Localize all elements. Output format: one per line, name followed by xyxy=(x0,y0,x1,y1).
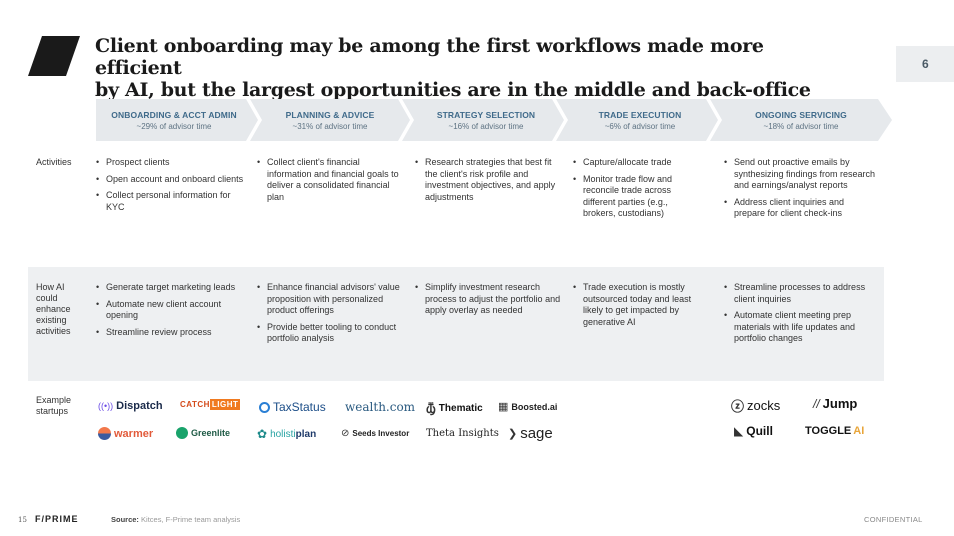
stage-planning: PLANNING & ADVICE ~31% of advisor time xyxy=(285,109,375,131)
activities-col-1: Prospect clientsOpen account and onboard… xyxy=(96,157,246,218)
chevron-stage-2 xyxy=(250,99,410,141)
startup-zocks: ⓩ zocks xyxy=(731,398,781,414)
startup-sage: ❯ sage xyxy=(508,425,553,442)
thematic-logo-icon: ⳃ xyxy=(426,402,436,416)
startup-greenlite: Greenlite xyxy=(176,427,230,439)
ai-col-4: Trade execution is mostly outsourced tod… xyxy=(573,282,708,333)
chevron-shapes xyxy=(96,99,892,141)
startup-seeds-investor: ⊘ Seeds Investor xyxy=(341,428,410,439)
activities-col-4: Capture/allocate tradeMonitor trade flow… xyxy=(573,157,698,225)
startup-dispatch: ((•)) Dispatch xyxy=(98,400,163,412)
jump-logo-icon: // xyxy=(813,396,820,411)
startup-boosted: ▦ Boosted.ai xyxy=(498,401,558,413)
startup-warmer: warmer xyxy=(98,427,153,440)
ai-col-3: Simplify investment research process to … xyxy=(415,282,565,322)
chevron-stage-3 xyxy=(402,99,564,141)
activities-col-2: Collect client's financial information a… xyxy=(257,157,402,208)
ai-col-1: Generate target marketing leadsAutomate … xyxy=(96,282,246,343)
parallelogram-logo-icon xyxy=(28,36,80,76)
signal-icon: ((•)) xyxy=(98,401,114,411)
footer-source: Source: Kitces, F-Prime team analysis xyxy=(111,515,241,524)
row-label-activities: Activities xyxy=(36,157,72,167)
zocks-logo-icon: ⓩ xyxy=(731,399,745,414)
holistiplan-logo-icon: ✿ xyxy=(257,427,268,441)
taxstatus-logo-icon xyxy=(259,401,270,413)
page-number-tab: 6 xyxy=(896,46,954,82)
footer-brand-logo: F/PRIME xyxy=(35,514,79,524)
stage-chevrons: ONBOARDING & ACCT ADMIN ~29% of advisor t… xyxy=(96,99,892,141)
page-title: Client onboarding may be among the first… xyxy=(95,35,811,101)
startups-row: Example startups ((•)) Dispatch CATCH LIG… xyxy=(28,392,884,452)
activities-row: Activities Prospect clientsOpen account … xyxy=(28,150,884,250)
greenlite-logo-icon xyxy=(176,427,188,439)
quill-logo-icon: ◣ xyxy=(734,424,744,438)
row-label-startups: Example startups xyxy=(36,395,72,416)
startup-theta-insights: Theta Insights xyxy=(426,428,499,439)
stage-onboarding: ONBOARDING & ACCT ADMIN ~29% of advisor t… xyxy=(111,109,237,131)
startup-toggle-ai: TOGGLE AI xyxy=(805,425,865,437)
startup-jump: // Jump xyxy=(813,396,858,411)
activities-col-5: Send out proactive emails by synthesizin… xyxy=(724,157,876,225)
startup-wealth: wealth.com xyxy=(345,400,416,414)
sage-logo-icon: ❯ xyxy=(508,428,518,440)
startup-holistiplan: ✿ holisti plan xyxy=(257,427,317,441)
startup-quill: ◣ Quill xyxy=(734,424,773,438)
stage-trade: TRADE EXECUTION ~6% of advisor time xyxy=(598,109,682,131)
stage-servicing: ONGOING SERVICING ~18% of advisor time xyxy=(755,109,847,131)
stage-strategy: STRATEGY SELECTION ~16% of advisor time xyxy=(436,109,536,131)
startup-taxstatus: TaxStatus xyxy=(259,400,326,414)
chevron-stage-5 xyxy=(710,99,892,141)
startup-catchlight: CATCH LIGHT xyxy=(180,399,241,410)
footer-page-number: 15 xyxy=(18,516,27,524)
boosted-logo-icon: ▦ xyxy=(498,401,509,413)
ai-col-5: Streamline processes to address client i… xyxy=(724,282,876,350)
seeds-logo-icon: ⊘ xyxy=(341,428,350,439)
warmer-logo-icon xyxy=(98,427,111,440)
activities-col-3: Research strategies that best fit the cl… xyxy=(415,157,563,208)
row-label-how-ai: How AI could enhance existing activities xyxy=(36,282,71,336)
startup-thematic: ⳃ Thematic xyxy=(426,402,483,416)
ai-col-2: Enhance financial advisors' value propos… xyxy=(257,282,402,350)
chevron-stage-1 xyxy=(96,99,258,141)
chevron-stage-4 xyxy=(556,99,718,141)
footer-confidential: CONFIDENTIAL xyxy=(864,515,923,524)
